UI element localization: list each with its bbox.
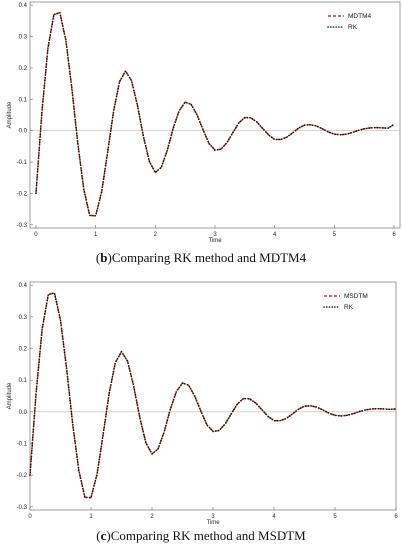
chart-b-y-tick-label-5: 0.2 — [19, 66, 28, 72]
chart-c-y-tick-label-1: -0.2 — [17, 473, 28, 479]
chart-c-y-tick-label-4: 0.1 — [19, 378, 28, 384]
chart-c-y-tick-label-5: 0.2 — [19, 347, 28, 353]
chart-b-x-tick-label-4: 4 — [273, 232, 277, 238]
chart-c-caption-text: Comparing RK method and MSDTM — [110, 528, 306, 543]
chart-b-y-axis-label: Amplitude — [7, 101, 13, 128]
chart-c-y-tick-label-7: 0.4 — [19, 283, 28, 289]
chart-c-x-tick-label-3: 3 — [211, 514, 215, 520]
chart-b-x-tick-label-0: 0 — [34, 232, 38, 238]
chart-c-x-tick-label-1: 1 — [89, 514, 93, 520]
chart-c-x-tick-label-4: 4 — [272, 514, 276, 520]
chart-b-x-tick-label-6: 6 — [392, 232, 396, 238]
chart-b-caption-letter: b — [100, 250, 108, 265]
chart-b-y-tick-label-0: -0.3 — [17, 223, 28, 229]
chart-b-legend-label-rk: RK — [348, 24, 358, 31]
chart-c-x-tick-label-6: 6 — [394, 514, 398, 520]
chart-b-legend-label-mdtm4: MDTM4 — [348, 13, 371, 20]
chart-b-caption-text: Comparing RK method and MDTM4 — [111, 250, 307, 265]
chart-c-x-tick-label-0: 0 — [28, 514, 32, 520]
chart-c-y-tick-label-0: -0.3 — [17, 505, 28, 511]
chart-c-legend-label-rk: RK — [344, 304, 354, 311]
chart-c-caption-letter: c — [100, 528, 107, 543]
chart-b-y-tick-label-2: -0.1 — [17, 160, 28, 166]
chart-b-y-tick-label-3: 0.0 — [19, 129, 28, 135]
chart-c-x-axis-label: Time — [206, 520, 220, 526]
chart-c-y-axis-label: Amplitude — [7, 382, 13, 409]
chart-c-x-tick-label-2: 2 — [150, 514, 154, 520]
chart-b-series-rk-line — [35, 11, 395, 217]
chart-b-y-tick-label-4: 0.1 — [19, 97, 28, 103]
chart-b-x-tick-label-5: 5 — [333, 232, 337, 238]
chart-c-y-tick-label-2: -0.1 — [17, 442, 28, 448]
chart-panel-c: 0 1 2 3 4 5 6 -0.3 -0.2 -0.1 0.0 0.1 0.2 0.3 0.4 Time Am… — [0, 274, 402, 550]
chart-c-y-tick-label-3: 0.0 — [19, 410, 28, 416]
chart-b-x-axis-label: Time — [208, 238, 222, 244]
chart-b-series-mdtm4-line — [35, 11, 395, 217]
chart-c-y-tick-label-6: 0.3 — [19, 315, 28, 321]
chart-b-x-tick-label-3: 3 — [213, 232, 217, 238]
chart-panel-b: 0 1 2 3 4 5 6 -0.3 -0.2 -0.1 0.0 0.1 0.2 0.3 0.4 Time Am… — [0, 0, 402, 274]
chart-c-plot-frame — [29, 281, 397, 511]
chart-b-y-tick-label-6: 0.3 — [19, 35, 28, 41]
chart-b-y-tick-label-7: 0.4 — [19, 3, 28, 9]
chart-b-caption: (b)Comparing RK method and MDTM4 — [95, 250, 307, 265]
chart-c-series-rk-line — [29, 291, 397, 499]
chart-b-y-tick-label-1: -0.2 — [17, 191, 28, 197]
chart-c-x-tick-label-5: 5 — [333, 514, 337, 520]
chart-c-series-msdtm-line — [29, 291, 397, 499]
chart-c-svg: 0 1 2 3 4 5 6 -0.3 -0.2 -0.1 0.0 0.1 0.2 0.3 0.4 Time Am… — [7, 281, 398, 526]
chart-b-svg: 0 1 2 3 4 5 6 -0.3 -0.2 -0.1 0.0 0.1 0.2 0.3 0.4 Time Am… — [7, 1, 401, 244]
chart-b-x-tick-label-1: 1 — [94, 232, 98, 238]
chart-c-legend-label-msdtm: MSDTM — [344, 293, 368, 300]
chart-b-x-tick-label-2: 2 — [154, 232, 158, 238]
chart-c-caption: (c)Comparing RK method and MSDTM — [96, 528, 306, 543]
